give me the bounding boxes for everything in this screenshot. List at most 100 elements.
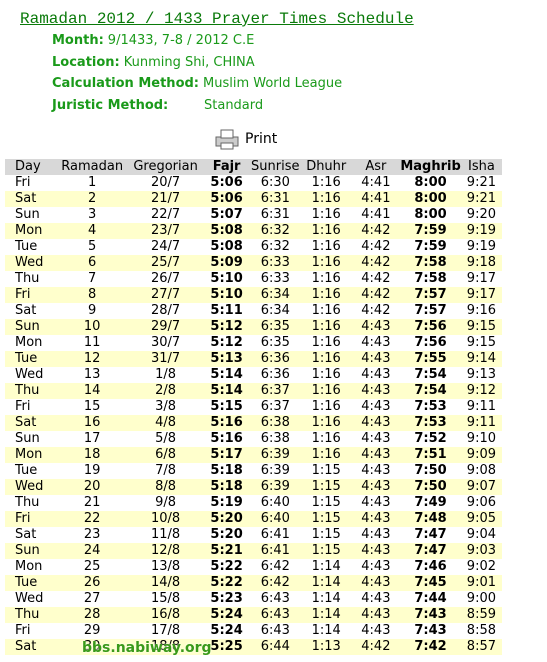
table-row: Sun 24 12/8 5:21 6:41 1:15 4:43 7:47 9:03 xyxy=(5,543,502,559)
cell: 4:43 xyxy=(351,383,401,399)
cell: 5:20 xyxy=(210,527,243,542)
table-row: Fri 22 10/8 5:20 6:40 1:15 4:43 7:48 9:05 xyxy=(5,511,502,527)
cell: 1:16 xyxy=(311,271,341,286)
cell: 2/8 xyxy=(127,383,204,399)
cell: 6:41 xyxy=(249,543,302,559)
cell: 4:42 xyxy=(351,287,401,303)
table-row: Sat 2 21/7 5:06 6:31 1:16 4:41 8:00 9:21 xyxy=(5,191,502,207)
table-row: Sun 3 22/7 5:07 6:31 1:16 4:41 8:00 9:20 xyxy=(5,207,502,223)
cell: 4:43 xyxy=(361,623,391,638)
cell: 7:52 xyxy=(414,431,447,446)
cell: 5:16 xyxy=(203,415,250,431)
cell: 9:04 xyxy=(466,527,496,542)
cell: 5:12 xyxy=(203,319,250,335)
cell: 7:42 xyxy=(400,639,461,655)
column-header: Fajr xyxy=(203,159,250,175)
cell: 7:59 xyxy=(414,239,447,254)
cell: 7:53 xyxy=(414,399,447,414)
info-label: Location: xyxy=(52,54,120,70)
cell: 6:31 xyxy=(260,207,290,222)
cell: 11/8 xyxy=(150,527,181,542)
cell: 5:19 xyxy=(210,495,243,510)
cell: 9:21 xyxy=(460,191,502,207)
cell: 4:42 xyxy=(361,303,391,318)
cell: 1:16 xyxy=(311,399,341,414)
cell: 10/8 xyxy=(127,511,204,527)
cell: 6:31 xyxy=(249,191,302,207)
cell: 6:32 xyxy=(249,223,302,239)
column-header: Gregorian xyxy=(127,159,204,175)
cell: 6:38 xyxy=(249,415,302,431)
cell: 9:05 xyxy=(460,511,502,527)
cell: Tue xyxy=(15,239,38,254)
column-header: Day xyxy=(5,159,57,175)
cell: 9:16 xyxy=(466,303,496,318)
cell: 25 xyxy=(83,559,101,574)
table-row: Wed 13 1/8 5:14 6:36 1:16 4:43 7:54 9:13 xyxy=(5,367,502,383)
cell: 7:55 xyxy=(400,351,461,367)
table-row: Fri 1 20/7 5:06 6:30 1:16 4:41 8:00 9:21 xyxy=(5,175,502,191)
cell: 4:43 xyxy=(351,351,401,367)
cell: 9:08 xyxy=(466,463,496,478)
cell: Sat xyxy=(15,527,37,542)
cell: 6:32 xyxy=(260,239,290,254)
info-value: 9/1433, 7-8 / 2012 C.E xyxy=(107,33,255,48)
watermark: bbs.nabiway.org xyxy=(82,640,212,656)
cell: 13/8 xyxy=(150,559,181,574)
table-row: Wed 6 25/7 5:09 6:33 1:16 4:42 7:58 9:18 xyxy=(5,255,502,271)
cell: Mon xyxy=(15,559,43,574)
cell: 20/7 xyxy=(150,175,181,190)
cell: 5:14 xyxy=(210,367,243,382)
info-value: Muslim World League xyxy=(203,76,343,91)
cell: 5:11 xyxy=(210,303,243,318)
cell: Fri xyxy=(5,511,57,527)
cell: 25/7 xyxy=(127,255,204,271)
column-header: Sunrise xyxy=(249,159,302,175)
table-row: Tue 12 31/7 5:13 6:36 1:16 4:43 7:55 9:14 xyxy=(5,351,502,367)
print-label[interactable]: Print xyxy=(245,131,278,147)
cell: 6:44 xyxy=(249,639,302,655)
cell: 12 xyxy=(56,351,128,367)
cell: 9:17 xyxy=(466,271,496,286)
table-row: Wed 27 15/8 5:23 6:43 1:14 4:43 7:44 9:00 xyxy=(5,591,502,607)
cell: 6/8 xyxy=(127,447,204,463)
cell: 4:43 xyxy=(351,543,401,559)
cell: 6:39 xyxy=(260,463,290,478)
cell: Thu xyxy=(5,607,57,623)
cell: 8:00 xyxy=(414,175,447,190)
cell: 5:23 xyxy=(210,591,243,606)
cell: 1:16 xyxy=(311,207,341,222)
info-label: Month: xyxy=(52,33,104,48)
cell: 6:37 xyxy=(249,383,302,399)
cell: 5/8 xyxy=(155,431,177,446)
cell: 1:16 xyxy=(301,319,352,335)
table-row: Thu 14 2/8 5:14 6:37 1:16 4:43 7:54 9:12 xyxy=(5,383,502,399)
cell: 1:14 xyxy=(311,623,341,638)
cell: 9:09 xyxy=(460,447,502,463)
cell: 6:35 xyxy=(249,319,302,335)
cell: 6:39 xyxy=(249,447,302,463)
cell: 18 xyxy=(56,447,128,463)
cell: 4 xyxy=(56,223,128,239)
cell: 5:22 xyxy=(203,575,250,591)
cell: 6:39 xyxy=(249,479,302,495)
cell: 5 xyxy=(88,239,97,254)
cell: Sat xyxy=(5,415,57,431)
cell: 26 xyxy=(56,575,128,591)
cell: 9:02 xyxy=(466,559,496,574)
table-row: Thu 7 26/7 5:10 6:33 1:16 4:42 7:58 9:17 xyxy=(5,271,502,287)
cell: 6 xyxy=(56,255,128,271)
print-button[interactable]: Print xyxy=(213,128,277,150)
cell: 6:34 xyxy=(249,287,302,303)
cell: Mon xyxy=(15,335,43,350)
cell: Mon xyxy=(5,223,57,239)
cell: 2 xyxy=(56,191,128,207)
cell: 15 xyxy=(83,399,101,414)
table-row: Mon 4 23/7 5:08 6:32 1:16 4:42 7:59 9:19 xyxy=(5,223,502,239)
cell: 9:13 xyxy=(466,367,496,382)
cell: 7:53 xyxy=(400,415,461,431)
cell: 7:49 xyxy=(414,495,447,510)
cell: 1:15 xyxy=(301,479,352,495)
cell: Thu xyxy=(15,495,40,510)
